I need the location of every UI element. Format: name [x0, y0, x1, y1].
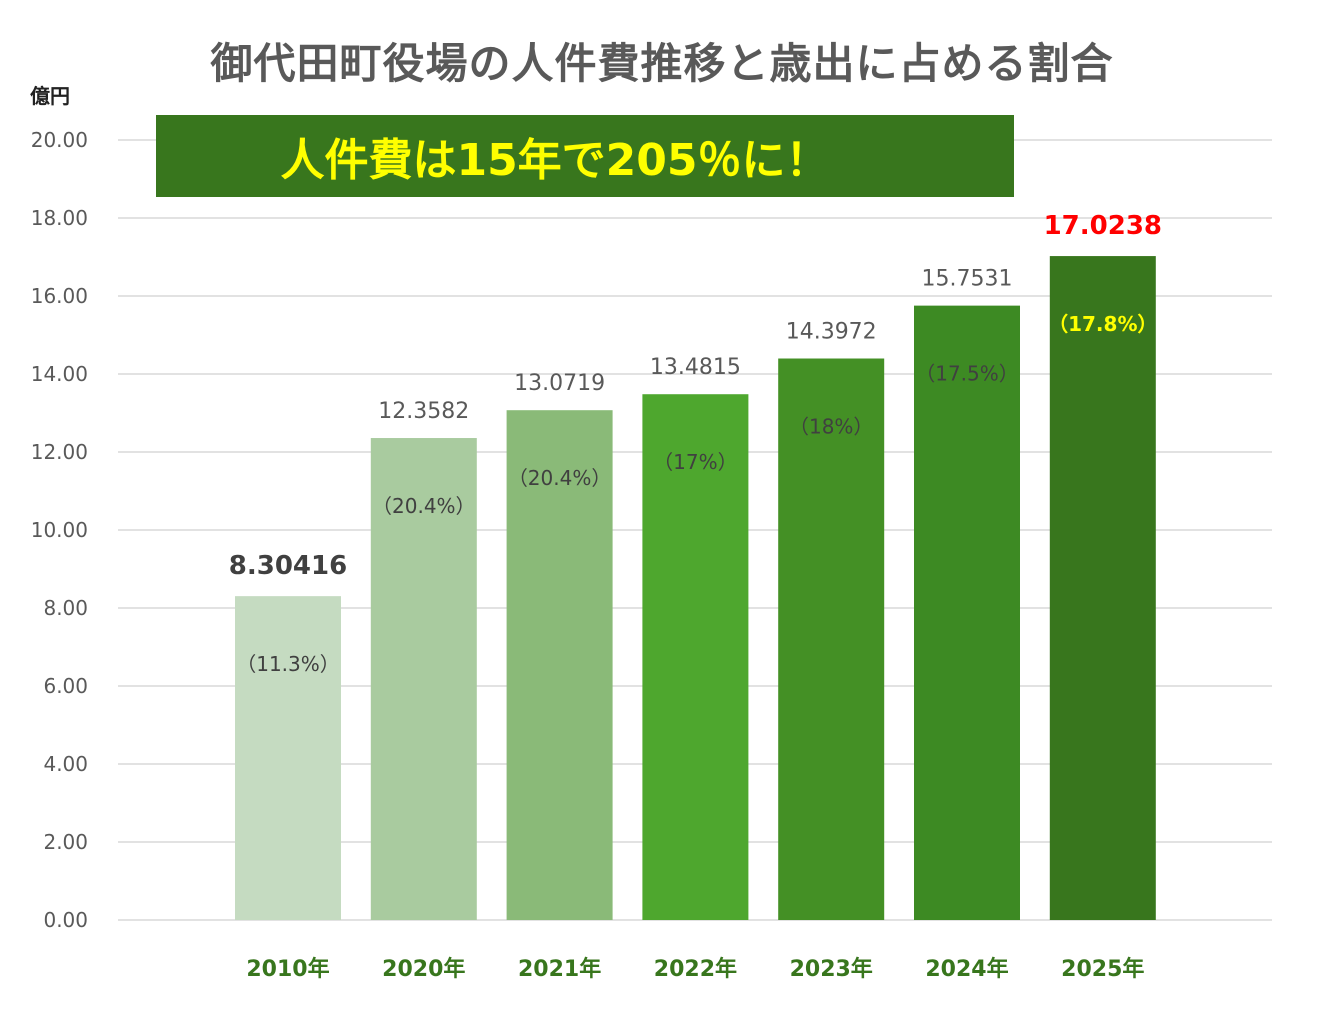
y-tick-label: 8.00 — [43, 596, 88, 620]
headline-banner: 人件費は15年で205％に！ — [156, 115, 1014, 197]
x-tick-label: 2022年 — [654, 956, 737, 982]
x-tick-label: 2025年 — [1061, 956, 1144, 982]
bar-value-label: 13.4815 — [650, 355, 741, 380]
bar — [506, 410, 613, 920]
x-tick-label: 2023年 — [790, 956, 873, 982]
bar — [778, 358, 885, 921]
bar — [1049, 256, 1156, 921]
bar — [914, 305, 1020, 920]
x-tick-label: 2020年 — [382, 956, 465, 982]
bar-share-label: （17.8%） — [1048, 312, 1157, 336]
x-axis-ticks: 2010年 2020年 2021年 2022年 2023年 2024年 2025年 — [246, 956, 1144, 982]
bar-value-label: 15.7531 — [922, 267, 1013, 292]
bar-share-label: （18%） — [789, 415, 873, 439]
y-tick-label: 20.00 — [31, 128, 88, 152]
bar — [370, 438, 477, 920]
y-tick-label: 0.00 — [43, 908, 88, 932]
y-tick-label: 4.00 — [43, 752, 88, 776]
y-tick-label: 12.00 — [31, 440, 88, 464]
bar-share-label: （17.5%） — [915, 362, 1019, 386]
bars — [235, 256, 1156, 921]
bar-value-label: 14.3972 — [786, 320, 877, 345]
bar-value-label: 13.0719 — [514, 371, 605, 396]
bar-share-label: （17%） — [653, 450, 737, 474]
bar-labels: 8.30416 （11.3%） 12.3582 （20.4%） 13.0719 （20.4… — [229, 211, 1162, 676]
x-tick-label: 2021年 — [518, 956, 601, 982]
y-tick-label: 18.00 — [31, 206, 88, 230]
bar-value-label: 12.3582 — [378, 399, 469, 424]
y-tick-label: 10.00 — [31, 518, 88, 542]
y-tick-label: 14.00 — [31, 362, 88, 386]
y-axis-ticks: 0.00 2.00 4.00 6.00 8.00 10.00 12.00 14.00 16.00… — [31, 128, 88, 932]
bar-share-label: （11.3%） — [236, 652, 340, 676]
y-axis-unit: 億円 — [30, 84, 70, 108]
y-tick-label: 16.00 — [31, 284, 88, 308]
x-tick-label: 2010年 — [246, 956, 329, 982]
chart-title: 御代田町役場の人件費推移と歳出に占める割合 — [210, 39, 1114, 88]
bar-share-label: （20.4%） — [372, 494, 476, 518]
bar-value-label: 8.30416 — [229, 551, 347, 581]
bar — [235, 596, 341, 920]
bar — [642, 394, 749, 920]
x-tick-label: 2024年 — [925, 956, 1008, 982]
bar-value-label: 17.0238 — [1044, 211, 1162, 241]
y-tick-label: 6.00 — [43, 674, 88, 698]
bar-share-label: （20.4%） — [508, 466, 612, 490]
y-tick-label: 2.00 — [43, 830, 88, 854]
